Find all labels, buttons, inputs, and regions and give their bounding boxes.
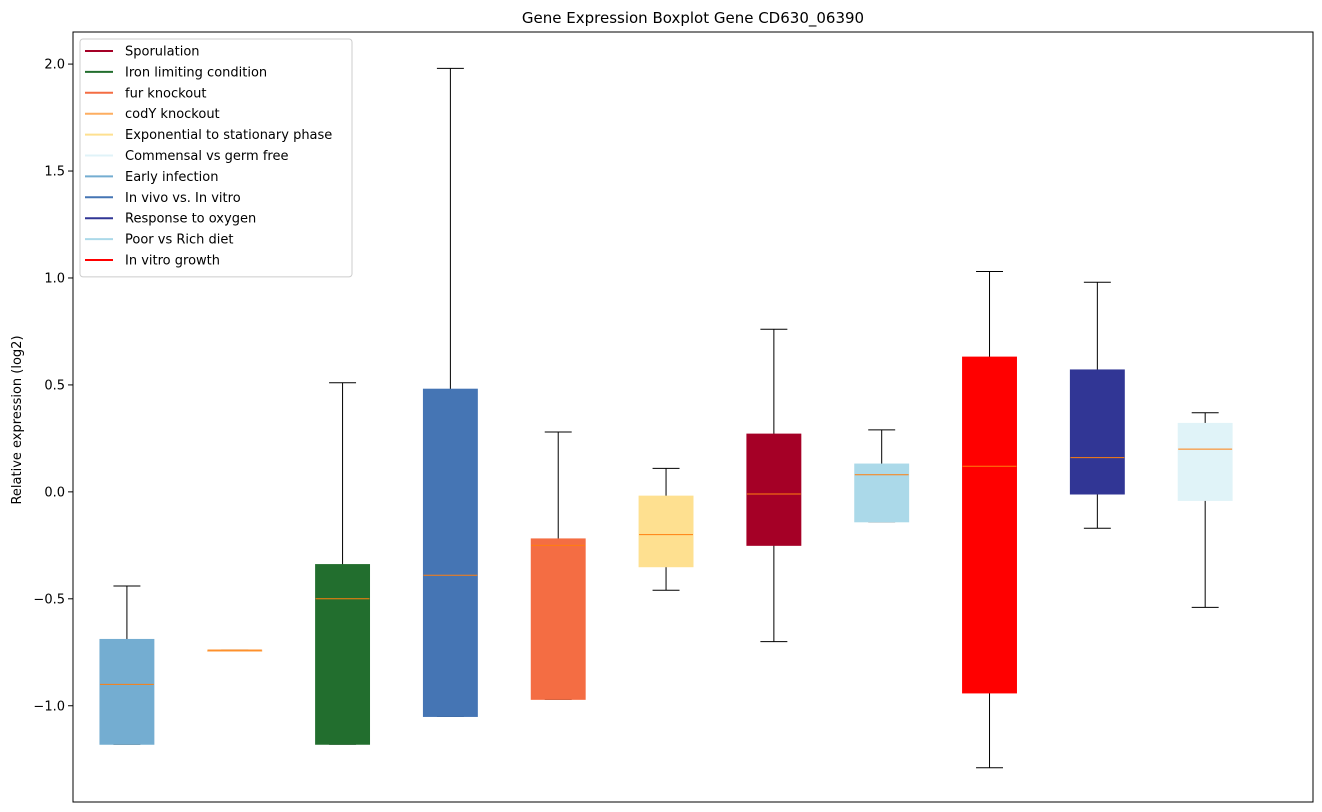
- legend-label: In vivo vs. In vitro: [125, 191, 241, 206]
- box-body: [962, 356, 1017, 694]
- chart-title: Gene Expression Boxplot Gene CD630_06390: [522, 9, 864, 28]
- legend-label: Response to oxygen: [125, 212, 256, 227]
- legend-label: Poor vs Rich diet: [125, 233, 233, 248]
- legend-label: In vitro growth: [125, 254, 220, 269]
- box-poor-vs-rich-diet: [854, 429, 910, 523]
- legend-label: Commensal vs germ free: [125, 149, 288, 164]
- box-cody-knockout: [207, 649, 263, 652]
- box-early-infection: [99, 585, 155, 745]
- boxes-layer: [99, 67, 1233, 769]
- legend-label: Sporulation: [125, 45, 200, 60]
- box-exponential-to-stationary-phase: [638, 467, 694, 591]
- legend-label: codY knockout: [125, 107, 220, 122]
- y-tick-label: −0.5: [33, 592, 65, 607]
- box-body: [530, 538, 586, 700]
- legend-label: fur knockout: [125, 86, 207, 101]
- y-tick-label: 2.0: [44, 58, 65, 73]
- box-response-to-oxygen: [1069, 281, 1125, 529]
- legend-frame: [79, 38, 353, 278]
- box-body: [854, 463, 910, 523]
- box-commensal-vs-germ-free: [1177, 412, 1233, 608]
- y-tick-label: 1.5: [44, 165, 65, 180]
- box-in-vitro-growth: [962, 271, 1017, 769]
- y-tick-label: 0.5: [44, 378, 65, 393]
- y-axis-label: Relative expression (log2): [10, 335, 25, 504]
- plot-frame: [72, 31, 1314, 803]
- y-axis: −1.0 −0.5 0.0 0.5 1.0 1.5 2.0: [33, 58, 73, 714]
- box-body: [1069, 369, 1125, 495]
- legend-label: Early infection: [125, 170, 218, 185]
- y-tick-label: 1.0: [44, 271, 65, 286]
- box-body: [99, 638, 155, 745]
- legend-label: Exponential to stationary phase: [125, 128, 332, 143]
- box-in-vivo-vs-in-vitro: [422, 67, 478, 717]
- box-iron-limiting-condition: [315, 382, 371, 745]
- box-fur-knockout: [530, 431, 586, 700]
- y-tick-label: 0.0: [44, 485, 65, 500]
- box-body: [638, 495, 694, 568]
- box-body: [422, 388, 478, 717]
- y-tick-label: −1.0: [33, 699, 65, 714]
- box-body: [746, 433, 802, 546]
- legend: Sporulation Iron limiting condition fur kn…: [79, 38, 353, 278]
- box-sporulation: [746, 328, 802, 643]
- box-body: [1177, 422, 1233, 501]
- legend-label: Iron limiting condition: [125, 65, 267, 80]
- box-body: [315, 564, 371, 745]
